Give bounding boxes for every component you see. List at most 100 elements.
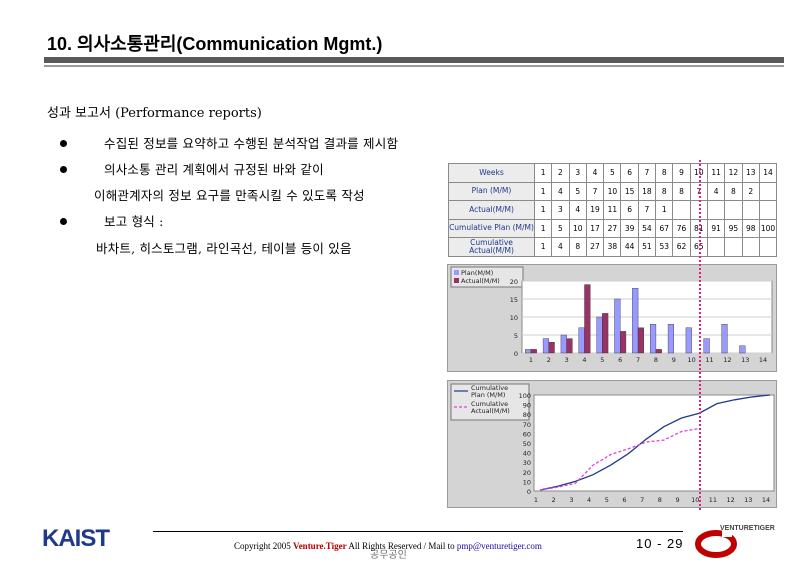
x-tick-label: 2 <box>547 356 551 364</box>
contact-email-link[interactable]: pmp@venturetiger.com <box>456 541 542 551</box>
body-line-4: 보고 형식 : <box>104 214 164 229</box>
overlay-text: 공무공인 <box>370 550 407 561</box>
table-cell: 98 <box>741 218 760 238</box>
bar <box>650 324 657 354</box>
bar <box>739 345 746 354</box>
bar <box>584 284 591 354</box>
bar-chart-panel: Plan(M/M) Actual(M/M) 20 15 10 5 0 1 2 3 4 5 6 7 8 9 10 1… <box>447 264 777 372</box>
x-tick-label: 13 <box>741 356 749 364</box>
legend-label: Actual(M/M) <box>471 407 510 415</box>
y-tick-label: 70 <box>523 421 531 429</box>
x-tick-label: 12 <box>723 356 731 364</box>
x-tick-label: 11 <box>709 496 717 504</box>
legend-label: Cumulative <box>471 384 508 392</box>
bullet-icon <box>60 140 67 147</box>
legend-label: Plan (M/M) <box>471 391 505 399</box>
bar <box>566 338 573 354</box>
chart-legend <box>450 266 524 288</box>
table-cell: 1 <box>533 237 553 257</box>
table-cell: 14 <box>758 163 778 183</box>
table-row-header: Actual(M/M) <box>448 200 535 220</box>
table-cell: 1 <box>533 200 553 220</box>
x-tick-label: 5 <box>600 356 604 364</box>
x-tick-label: 12 <box>726 496 734 504</box>
table-cell: 2 <box>741 181 760 201</box>
table-cell: 4 <box>551 237 570 257</box>
table-cell: 8 <box>724 181 743 201</box>
y-tick-label: 50 <box>523 440 531 448</box>
table-cell: 53 <box>655 237 674 257</box>
table-cell: 67 <box>655 218 674 238</box>
bar <box>548 341 555 354</box>
x-tick-label: 7 <box>636 356 640 364</box>
y-tick-label: 40 <box>523 450 531 458</box>
y-tick-label: 20 <box>510 278 518 286</box>
table-cell: 38 <box>603 237 622 257</box>
table-cell <box>706 237 726 257</box>
footer-rule <box>153 531 683 532</box>
table-cell: 5 <box>603 163 622 183</box>
table-cell: 51 <box>637 237 657 257</box>
bar <box>637 327 644 354</box>
venturetiger-logo: VENTURETIGER <box>692 516 784 568</box>
venturetiger-logo-icon: VENTURETIGER <box>695 525 775 558</box>
table-cell <box>758 181 778 201</box>
y-tick-label: 30 <box>523 459 531 467</box>
bar <box>530 349 537 354</box>
table-row: Cumulative Actual(M/M) 1 4 8 27 38 44 51 53 62 65 <box>448 237 778 257</box>
body-line-5: 바차트, 히스토그램, 라인곡선, 테이블 등이 있음 <box>96 241 352 256</box>
bar <box>542 338 549 354</box>
page-number: 10 - 29 <box>636 536 684 551</box>
y-tick-label: 10 <box>510 314 518 322</box>
table-cell: 4 <box>706 181 726 201</box>
y-tick-label: 90 <box>523 402 531 410</box>
x-tick-label: 9 <box>675 496 679 504</box>
copyright-brand: Venture.Tiger <box>293 541 347 551</box>
table-cell: 1 <box>533 163 553 183</box>
vt-logo-text: VENTURETIGER <box>720 525 775 532</box>
bar <box>655 349 662 354</box>
y-tick-label: 0 <box>514 350 518 358</box>
x-tick-label: 10 <box>688 356 696 364</box>
table-cell: 9 <box>672 163 691 183</box>
page-title: 10. 의사소통관리(Communication Mgmt.) <box>47 34 383 54</box>
table-cell: 1 <box>655 200 674 220</box>
table-cell: 5 <box>568 181 587 201</box>
table-cell: 3 <box>551 200 570 220</box>
table-cell: 8 <box>672 181 691 201</box>
table-cell <box>741 237 760 257</box>
table-cell: 17 <box>585 218 605 238</box>
table-cell: 44 <box>620 237 639 257</box>
kaist-logo: KAIST <box>40 524 122 556</box>
table-row-header: Plan (M/M) <box>448 181 535 201</box>
body-line-3: 이해관계자의 정보 요구를 만족시킬 수 있도록 작성 <box>94 188 365 203</box>
table-cell: 27 <box>585 237 605 257</box>
table-cell: 10 <box>603 181 622 201</box>
title-underline-thick <box>44 57 784 63</box>
table-cell: 1 <box>533 181 553 201</box>
y-tick-label: 20 <box>523 469 531 477</box>
table-cell <box>758 200 778 220</box>
table-row: Weeks 1 2 3 4 5 6 7 8 9 10 11 12 13 14 <box>448 163 778 183</box>
table-cell: 4 <box>551 181 570 201</box>
x-tick-label: 2 <box>552 496 556 504</box>
table-cell: 6 <box>620 200 639 220</box>
section-title: 성과 보고서 (Performance reports) <box>47 106 262 121</box>
series-line <box>539 427 700 491</box>
table-cell: 27 <box>603 218 622 238</box>
table-cell: 6 <box>620 163 639 183</box>
table-cell: 76 <box>672 218 691 238</box>
table-cell: 8 <box>568 237 587 257</box>
x-tick-label: 13 <box>744 496 752 504</box>
table-cell: 5 <box>551 218 570 238</box>
data-table: Weeks 1 2 3 4 5 6 7 8 9 10 11 12 13 14 Plan (M/M) 1 4 5 7 10… <box>448 163 778 257</box>
bullet-icon <box>60 166 67 173</box>
table-cell: 10 <box>568 218 587 238</box>
table-cell: 7 <box>637 200 657 220</box>
x-tick-label: 3 <box>569 496 573 504</box>
table-row-header: Weeks <box>448 163 535 183</box>
x-tick-label: 1 <box>529 356 533 364</box>
table-cell: 1 <box>533 218 553 238</box>
x-tick-label: 10 <box>691 496 699 504</box>
